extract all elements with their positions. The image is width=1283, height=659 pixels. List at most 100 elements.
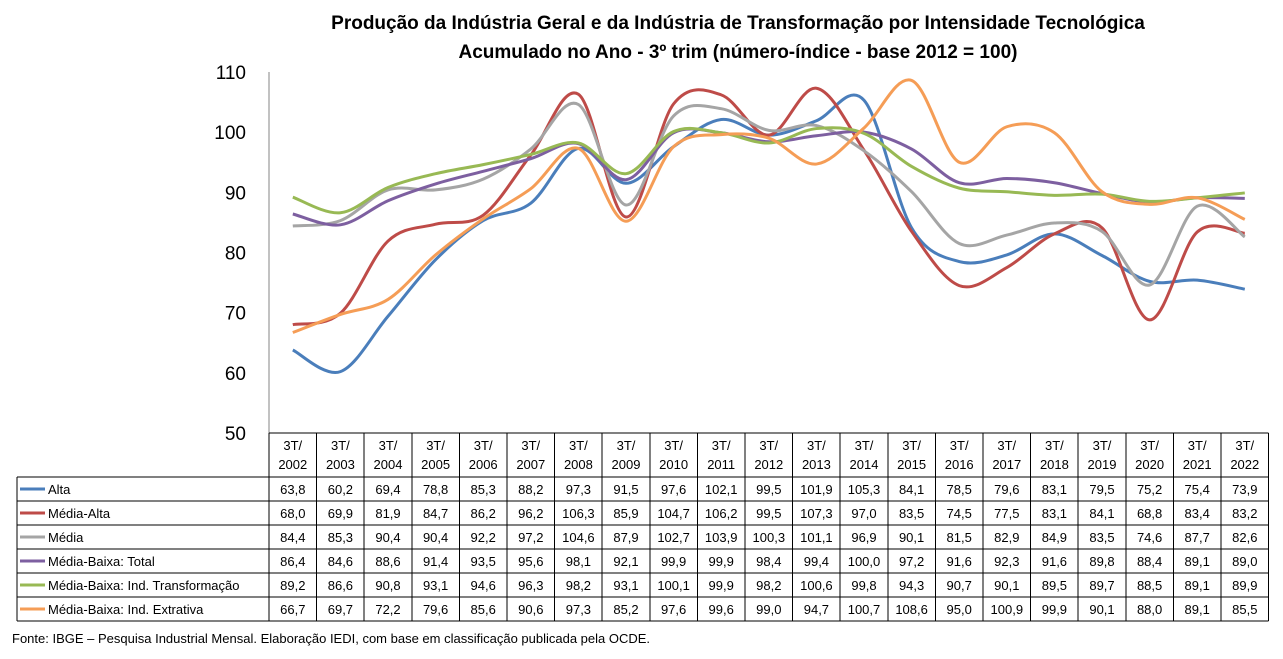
x-tick-label: 2020 <box>1135 457 1164 472</box>
legend-label: Média <box>48 530 84 545</box>
data-label: 103,9 <box>705 530 738 545</box>
data-label: 94,7 <box>804 602 829 617</box>
data-label: 83,2 <box>1232 506 1257 521</box>
data-label: 88,0 <box>1137 602 1162 617</box>
x-tick-label: 3T/ <box>807 438 826 453</box>
data-label: 78,8 <box>423 482 448 497</box>
x-tick-label: 2010 <box>659 457 688 472</box>
data-label: 108,6 <box>895 602 928 617</box>
data-label: 73,9 <box>1232 482 1257 497</box>
data-label: 90,1 <box>899 530 924 545</box>
data-label: 107,3 <box>800 506 833 521</box>
y-tick-label: 50 <box>225 424 246 445</box>
x-tick-label: 2009 <box>612 457 641 472</box>
data-label: 87,9 <box>613 530 638 545</box>
x-tick-label: 3T/ <box>950 438 969 453</box>
data-label: 99,9 <box>1042 602 1067 617</box>
source-note: Fonte: IBGE – Pesquisa Industrial Mensal… <box>12 631 651 646</box>
data-label: 98,2 <box>756 578 781 593</box>
data-label: 77,5 <box>994 506 1019 521</box>
data-label: 89,0 <box>1232 554 1257 569</box>
x-tick-label: 3T/ <box>521 438 540 453</box>
x-tick-label: 3T/ <box>474 438 493 453</box>
data-label: 90,6 <box>518 602 543 617</box>
data-label: 74,5 <box>947 506 972 521</box>
data-label: 86,2 <box>471 506 496 521</box>
data-label: 99,9 <box>661 554 686 569</box>
legend-label: Média-Baixa: Total <box>48 554 155 569</box>
data-label: 98,4 <box>756 554 781 569</box>
data-label: 99,5 <box>756 506 781 521</box>
data-label: 102,1 <box>705 482 738 497</box>
data-label: 75,4 <box>1185 482 1210 497</box>
data-label: 102,7 <box>657 530 690 545</box>
data-label: 105,3 <box>848 482 881 497</box>
data-label: 66,7 <box>280 602 305 617</box>
x-tick-label: 2022 <box>1230 457 1259 472</box>
series-lines <box>292 78 1246 374</box>
series-line-1 <box>292 86 1246 327</box>
data-label: 101,1 <box>800 530 833 545</box>
x-tick-label: 3T/ <box>855 438 874 453</box>
x-tick-label: 3T/ <box>1045 438 1064 453</box>
data-label: 97,2 <box>518 530 543 545</box>
data-label: 81,9 <box>375 506 400 521</box>
data-label: 88,5 <box>1137 578 1162 593</box>
data-label: 100,1 <box>657 578 690 593</box>
x-tick-label: 3T/ <box>569 438 588 453</box>
data-label: 93,1 <box>613 578 638 593</box>
legend-label: Alta <box>48 482 71 497</box>
x-tick-label: 2004 <box>374 457 403 472</box>
data-label: 84,6 <box>328 554 353 569</box>
data-label: 96,3 <box>518 578 543 593</box>
y-tick-label: 110 <box>216 63 246 84</box>
data-label: 99,6 <box>709 602 734 617</box>
data-label: 94,3 <box>899 578 924 593</box>
data-label: 79,6 <box>423 602 448 617</box>
data-label: 86,4 <box>280 554 305 569</box>
data-label: 88,6 <box>375 554 400 569</box>
series-line-4 <box>292 126 1245 215</box>
series-line-2 <box>292 101 1246 287</box>
data-label: 84,4 <box>280 530 305 545</box>
data-label: 60,2 <box>328 482 353 497</box>
data-table: 3T/2002 3T/2003 3T/2004 3T/2005 3T/2006 3T/20… <box>16 432 1270 622</box>
data-label: 96,2 <box>518 506 543 521</box>
data-label: 101,9 <box>800 482 833 497</box>
x-tick-label: 3T/ <box>379 438 398 453</box>
data-label: 84,1 <box>899 482 924 497</box>
x-tick-label: 3T/ <box>331 438 350 453</box>
data-label: 69,7 <box>328 602 353 617</box>
data-label: 85,5 <box>1232 602 1257 617</box>
data-label: 97,3 <box>566 602 591 617</box>
data-label: 89,1 <box>1185 602 1210 617</box>
data-label: 90,7 <box>947 578 972 593</box>
data-label: 85,3 <box>471 482 496 497</box>
x-tick-label: 3T/ <box>1188 438 1207 453</box>
x-tick-label: 2014 <box>850 457 879 472</box>
x-tick-label: 2012 <box>754 457 783 472</box>
x-tick-label: 2018 <box>1040 457 1069 472</box>
chart-subtitle: Acumulado no Ano - 3º trim (número-índic… <box>459 42 1018 63</box>
x-tick-label: 3T/ <box>1093 438 1112 453</box>
data-label: 99,0 <box>756 602 781 617</box>
x-tick-label: 2016 <box>945 457 974 472</box>
data-label: 85,2 <box>613 602 638 617</box>
data-label: 104,7 <box>657 506 690 521</box>
x-tick-label: 2019 <box>1088 457 1117 472</box>
data-label: 97,6 <box>661 602 686 617</box>
data-label: 100,3 <box>753 530 786 545</box>
data-label: 97,2 <box>899 554 924 569</box>
data-label: 99,9 <box>709 554 734 569</box>
data-label: 84,7 <box>423 506 448 521</box>
data-label: 89,1 <box>1185 578 1210 593</box>
data-label: 104,6 <box>562 530 595 545</box>
data-label: 85,6 <box>471 602 496 617</box>
data-label: 90,1 <box>1089 602 1114 617</box>
data-label: 85,3 <box>328 530 353 545</box>
data-label: 99,9 <box>709 578 734 593</box>
data-label: 90,4 <box>375 530 400 545</box>
x-tick-label: 2003 <box>326 457 355 472</box>
data-label: 83,1 <box>1042 506 1067 521</box>
data-label: 75,2 <box>1137 482 1162 497</box>
